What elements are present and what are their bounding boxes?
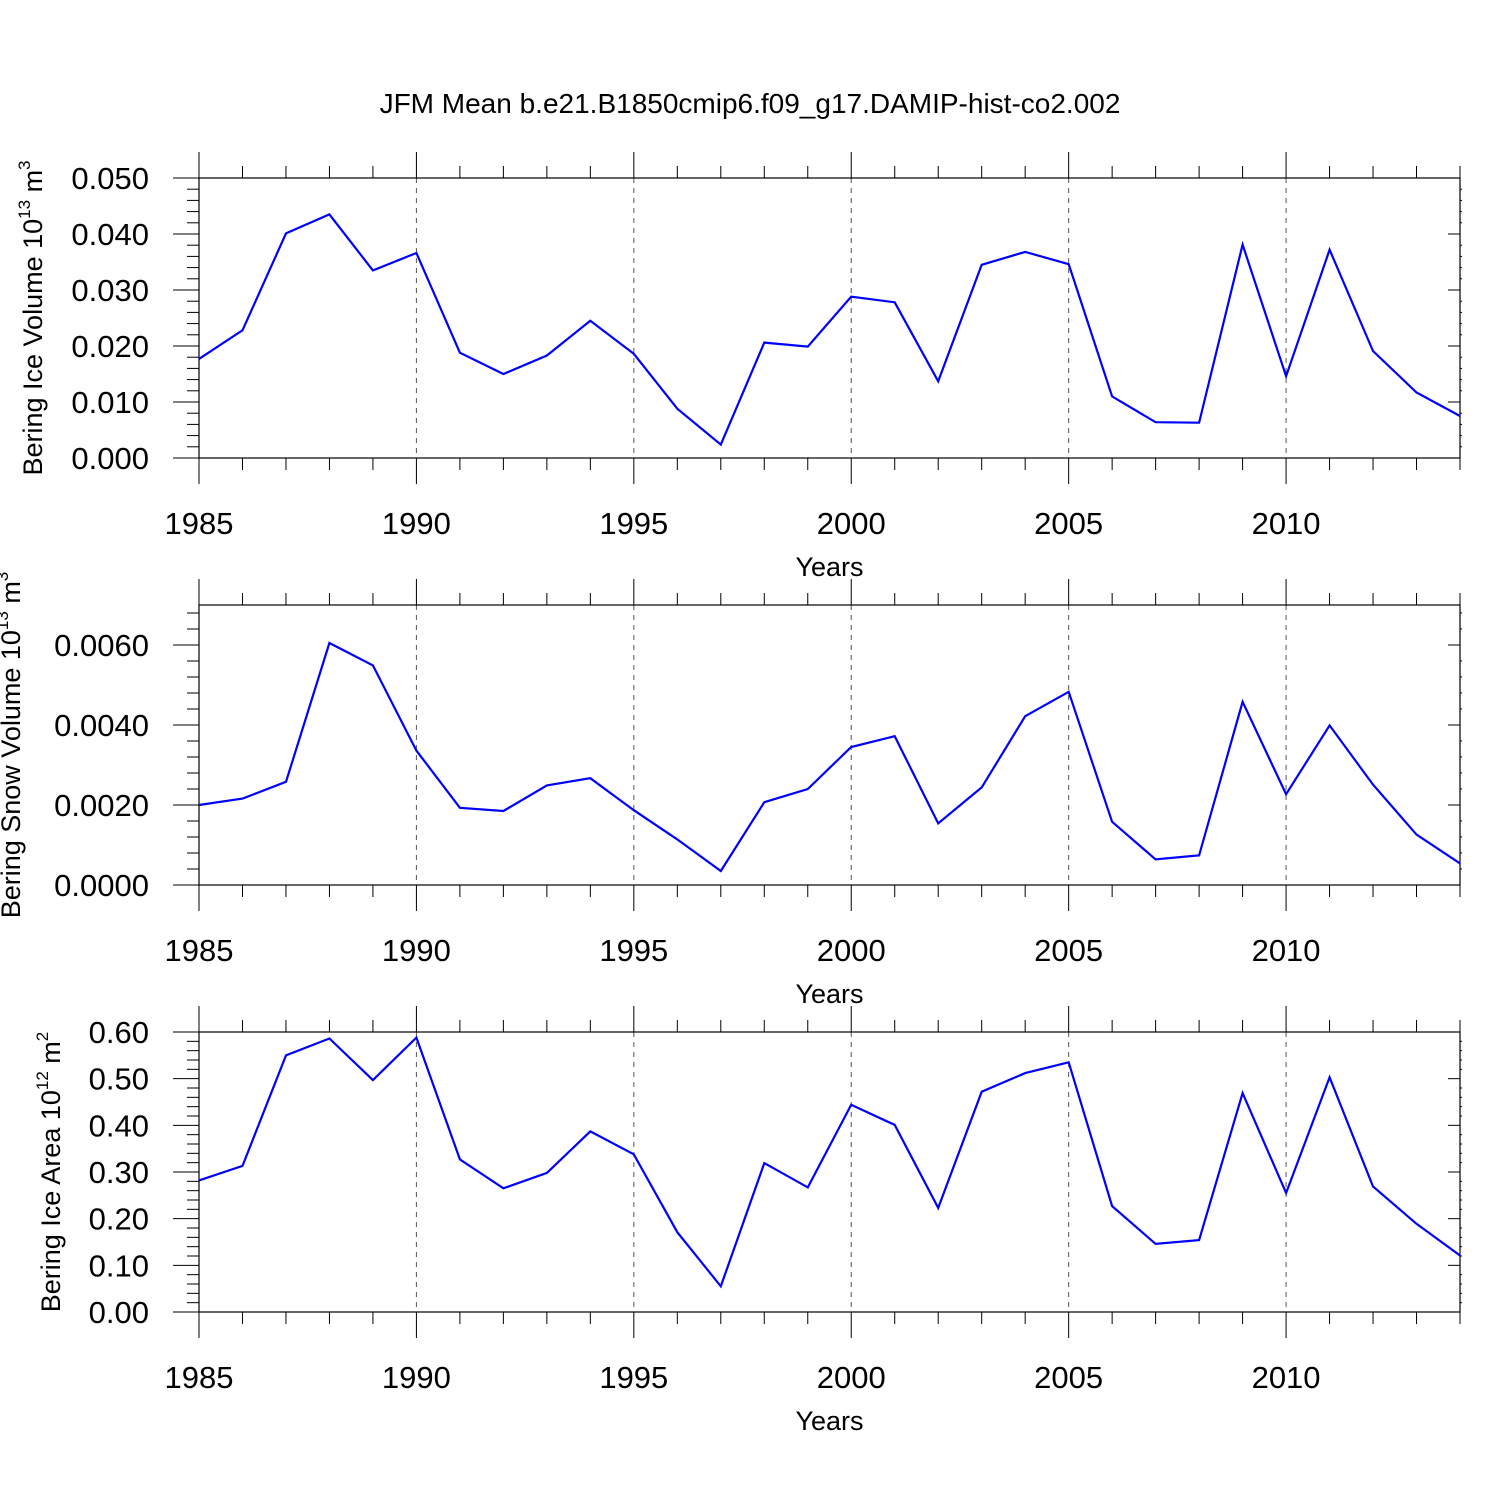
y-tick-label: 0.000 bbox=[71, 441, 149, 476]
plot-frame bbox=[198, 1031, 1461, 1313]
y-axis-label-exponent: 13 bbox=[0, 611, 12, 630]
y-axis-label-exponent: 12 bbox=[33, 1071, 52, 1090]
plot-frame bbox=[198, 604, 1461, 886]
y-axis-label-main: Bering Snow Volume 10 bbox=[0, 630, 26, 918]
panel-snow-volume: 1985 1990 1995 2000 2005 2010 0.0000 0.0020 0.00… bbox=[0, 572, 1462, 1009]
x-tick-label: 1995 bbox=[599, 506, 668, 541]
x-tick-label: 1990 bbox=[382, 1360, 451, 1395]
y-tick-label: 0.00 bbox=[89, 1295, 149, 1330]
x-axis-label: Years bbox=[795, 552, 863, 582]
x-tick-label: 1985 bbox=[165, 1360, 234, 1395]
y-axis-label-exponent: 13 bbox=[15, 200, 34, 219]
y-tick-label: 0.030 bbox=[71, 273, 149, 308]
x-tick-label: 1990 bbox=[382, 506, 451, 541]
x-tick-label: 1985 bbox=[165, 933, 234, 968]
x-tick-label: 1985 bbox=[165, 506, 234, 541]
x-tick-label: 1990 bbox=[382, 933, 451, 968]
x-tick-label: 2005 bbox=[1034, 933, 1103, 968]
x-tick-label: 2000 bbox=[817, 933, 886, 968]
y-tick-label: 0.10 bbox=[89, 1248, 149, 1283]
y-axis-label-main: Bering Ice Area 10 bbox=[36, 1090, 66, 1312]
y-axis-label: Bering Ice Volume 1013 m3 bbox=[15, 160, 48, 475]
y-tick-label: 0.0040 bbox=[54, 708, 149, 743]
x-tick-label: 1995 bbox=[599, 1360, 668, 1395]
y-axis-label-unit: m bbox=[0, 581, 26, 611]
panel-ice-volume: 1985 1990 1995 2000 2005 2010 0.000 0.010 0.020 0… bbox=[15, 152, 1462, 582]
x-tick-label: 2010 bbox=[1252, 1360, 1321, 1395]
x-tick-label: 2005 bbox=[1034, 1360, 1103, 1395]
y-tick-label: 0.60 bbox=[89, 1015, 149, 1050]
y-tick-label: 0.0000 bbox=[54, 868, 149, 903]
y-axis-label: Bering Ice Area 1012 m2 bbox=[33, 1032, 66, 1313]
x-tick-label: 2005 bbox=[1034, 506, 1103, 541]
y-tick-label: 0.20 bbox=[89, 1202, 149, 1237]
x-tick-label: 2000 bbox=[817, 1360, 886, 1395]
x-tick-label: 2000 bbox=[817, 506, 886, 541]
x-tick-label: 2010 bbox=[1252, 506, 1321, 541]
y-axis-label-unit: m bbox=[36, 1041, 66, 1071]
y-tick-label: 0.30 bbox=[89, 1155, 149, 1190]
x-tick-label: 2010 bbox=[1252, 933, 1321, 968]
y-tick-label: 0.010 bbox=[71, 385, 149, 420]
y-tick-label: 0.50 bbox=[89, 1062, 149, 1097]
y-axis-label-unit: m bbox=[18, 170, 48, 200]
y-axis-label-main: Bering Ice Volume 10 bbox=[18, 219, 48, 476]
y-tick-label: 0.020 bbox=[71, 329, 149, 364]
y-tick-label: 0.40 bbox=[89, 1108, 149, 1143]
y-axis-label-unit-exponent: 3 bbox=[0, 572, 12, 581]
plot-frame bbox=[198, 177, 1461, 459]
y-tick-label: 0.0020 bbox=[54, 788, 149, 823]
y-tick-label: 0.040 bbox=[71, 217, 149, 252]
x-axis-label: Years bbox=[795, 979, 863, 1009]
panel-ice-area: 1985 1990 1995 2000 2005 2010 0.00 0.10 0.20 0.30… bbox=[33, 1006, 1462, 1436]
y-tick-label: 0.0060 bbox=[54, 628, 149, 663]
y-axis-label-unit-exponent: 2 bbox=[33, 1032, 52, 1041]
y-axis-label: Bering Snow Volume 1013 m3 bbox=[0, 572, 26, 919]
series-line bbox=[198, 641, 1461, 873]
series-line bbox=[198, 1035, 1461, 1289]
x-axis-label: Years bbox=[795, 1406, 863, 1436]
series-line bbox=[198, 213, 1461, 447]
figure-title: JFM Mean b.e21.B1850cmip6.f09_g17.DAMIP-… bbox=[380, 88, 1121, 119]
x-tick-label: 1995 bbox=[599, 933, 668, 968]
y-tick-label: 0.050 bbox=[71, 161, 149, 196]
y-axis-label-unit-exponent: 3 bbox=[15, 160, 34, 169]
